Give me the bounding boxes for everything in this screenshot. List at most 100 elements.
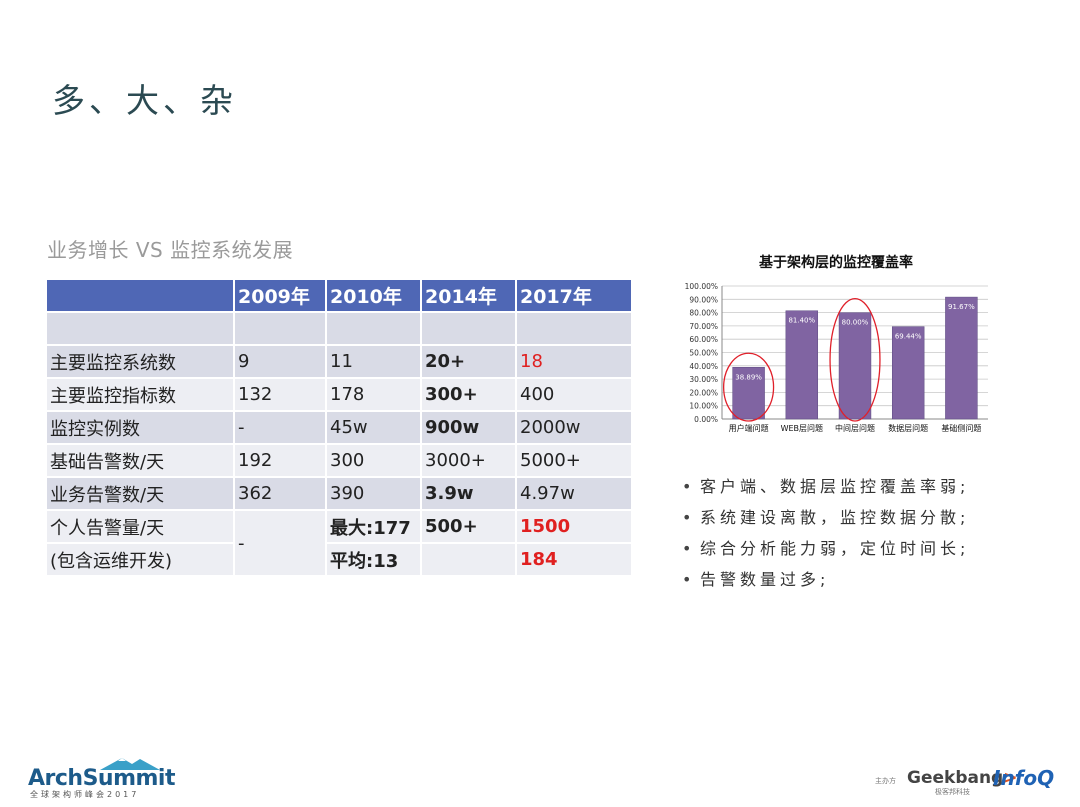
- table-cell: 300+: [420, 377, 517, 412]
- y-tick-label: 20.00%: [689, 388, 718, 397]
- bullet-list: • 客户端、数据层监控覆盖率弱; • 系统建设离散，监控数据分散; • 综合分析能力弱…: [682, 474, 969, 598]
- highlight-circle: [722, 352, 775, 422]
- table-cell: 132: [233, 377, 327, 412]
- data-label: 69.44%: [895, 333, 922, 341]
- table-cell: 最大:177: [325, 509, 422, 544]
- table-cell: 1500: [515, 509, 633, 544]
- table-cell: 178: [325, 377, 422, 412]
- sponsor-logos: 主办方 Geekbang> 极客邦科技 InfoQ: [875, 766, 1075, 798]
- data-label: 80.00%: [842, 319, 869, 327]
- y-tick-label: 90.00%: [689, 295, 718, 304]
- y-tick-label: 100.00%: [685, 282, 718, 291]
- table-cell: 11: [325, 344, 422, 379]
- geekbang-subtitle: 极客邦科技: [935, 788, 970, 796]
- y-tick-label: 40.00%: [689, 362, 718, 371]
- table-cell: 500+: [420, 509, 517, 544]
- sponsor-label: 主办方: [875, 777, 896, 785]
- table-cell: 3000+: [420, 443, 517, 478]
- table-cell: 400: [515, 377, 633, 412]
- bullet-dot-icon: •: [682, 477, 692, 496]
- table-cell: -: [233, 410, 327, 445]
- y-tick-label: 60.00%: [689, 335, 718, 344]
- bar: [838, 312, 872, 420]
- highlight-circle: [829, 297, 881, 422]
- bullet-item: • 告警数量过多;: [682, 567, 969, 598]
- table-cell: 3.9w: [420, 476, 517, 511]
- table-cell: [420, 542, 517, 577]
- table-row: 个人告警量/天 - 最大:177 500+ 1500: [45, 509, 633, 577]
- header-cell: 2017年: [515, 278, 633, 313]
- bullet-dot-icon: •: [682, 539, 692, 558]
- table-row: 基础告警数/天 192 300 3000+ 5000+: [45, 443, 633, 478]
- table-cell: 2000w: [515, 410, 633, 445]
- archsummit-logo: ArchSummit 全球架构师峰会2017: [28, 756, 176, 800]
- slide-title: 多、大、杂: [52, 81, 237, 120]
- row-label: 主要监控系统数: [45, 344, 235, 379]
- table-cell: 300: [325, 443, 422, 478]
- data-label: 81.40%: [788, 317, 815, 325]
- table-cell: 900w: [420, 410, 517, 445]
- archsummit-subtitle: 全球架构师峰会2017: [30, 790, 140, 799]
- geekbang-logo: Geekbang>: [907, 768, 1017, 788]
- header-cell: 2014年: [420, 278, 517, 313]
- row-label: 监控实例数: [45, 410, 235, 445]
- bar: [732, 367, 765, 420]
- y-tick-label: 0.00%: [694, 415, 718, 424]
- bullet-text: 客户端、数据层监控覆盖率弱;: [700, 477, 970, 496]
- bar: [891, 326, 925, 420]
- table-cell: 192: [233, 443, 327, 478]
- row-label: 个人告警量/天: [45, 509, 235, 544]
- data-label: 91.67%: [948, 303, 975, 311]
- x-tick-label: WEB层问题: [781, 424, 823, 433]
- x-tick-label: 用户端问题: [729, 423, 769, 433]
- y-tick-label: 10.00%: [689, 402, 718, 411]
- table-cell: 362: [233, 476, 327, 511]
- mountain-icon: [100, 758, 160, 770]
- geekbang-mark-icon: >: [1003, 768, 1018, 788]
- table-cell: 184: [515, 542, 633, 577]
- table-cell: 390: [325, 476, 422, 511]
- bullet-text: 告警数量过多;: [700, 570, 830, 589]
- x-tick-label: 基础侧问题: [941, 423, 981, 433]
- row-label: 业务告警数/天: [45, 476, 235, 511]
- y-tick-label: 80.00%: [689, 309, 718, 318]
- table-cell: 5000+: [515, 443, 633, 478]
- y-tick-label: 50.00%: [689, 349, 718, 358]
- table-row: 监控实例数 - 45w 900w 2000w: [45, 410, 633, 445]
- row-label: (包含运维开发): [45, 542, 235, 577]
- bullet-item: • 系统建设离散，监控数据分散;: [682, 505, 969, 536]
- growth-table: 2009年 2010年 2014年 2017年 主要监控系统数 9 11 20+…: [45, 278, 633, 577]
- header-cell: 2010年: [325, 278, 422, 313]
- table-cell: 9: [233, 344, 327, 379]
- bullet-item: • 综合分析能力弱，定位时间长;: [682, 536, 969, 567]
- bullet-dot-icon: •: [682, 508, 692, 527]
- table-row: (包含运维开发) 平均:13 184: [45, 542, 633, 577]
- table-cell: 18: [515, 344, 633, 379]
- x-tick-label: 数据层问题: [888, 423, 928, 433]
- table-cell: 20+: [420, 344, 517, 379]
- header-cell: [45, 278, 235, 313]
- bar: [945, 296, 978, 420]
- bullet-dot-icon: •: [682, 570, 692, 589]
- coverage-chart: 基于架构层的监控覆盖率 0.00% 10.00% 20.00% 30.00% 40.00…: [676, 245, 996, 445]
- bullet-text: 综合分析能力弱，定位时间长;: [700, 539, 970, 558]
- table-cell: 平均:13: [325, 542, 422, 577]
- row-label: 主要监控指标数: [45, 377, 235, 412]
- bullet-text: 系统建设离散，监控数据分散;: [700, 508, 970, 527]
- table-row: 业务告警数/天 362 390 3.9w 4.97w: [45, 476, 633, 511]
- geekbang-wordmark: Geekbang: [907, 768, 1004, 788]
- y-tick-label: 30.00%: [689, 375, 718, 384]
- table-row: 主要监控系统数 9 11 20+ 18: [45, 344, 633, 379]
- table-header-row: 2009年 2010年 2014年 2017年: [45, 278, 633, 313]
- table-cell: -: [233, 509, 327, 577]
- y-tick-label: 70.00%: [689, 322, 718, 331]
- header-cell: 2009年: [233, 278, 327, 313]
- chart-title: 基于架构层的监控覆盖率: [759, 255, 913, 271]
- bullet-item: • 客户端、数据层监控覆盖率弱;: [682, 474, 969, 505]
- row-label: 基础告警数/天: [45, 443, 235, 478]
- archsummit-wordmark: ArchSummit: [28, 766, 176, 791]
- table-blank-row: [45, 311, 633, 346]
- section-subtitle: 业务增长 VS 监控系统发展: [47, 238, 294, 262]
- infoq-logo: InfoQ: [993, 766, 1055, 790]
- x-tick-label: 中间层问题: [835, 423, 875, 433]
